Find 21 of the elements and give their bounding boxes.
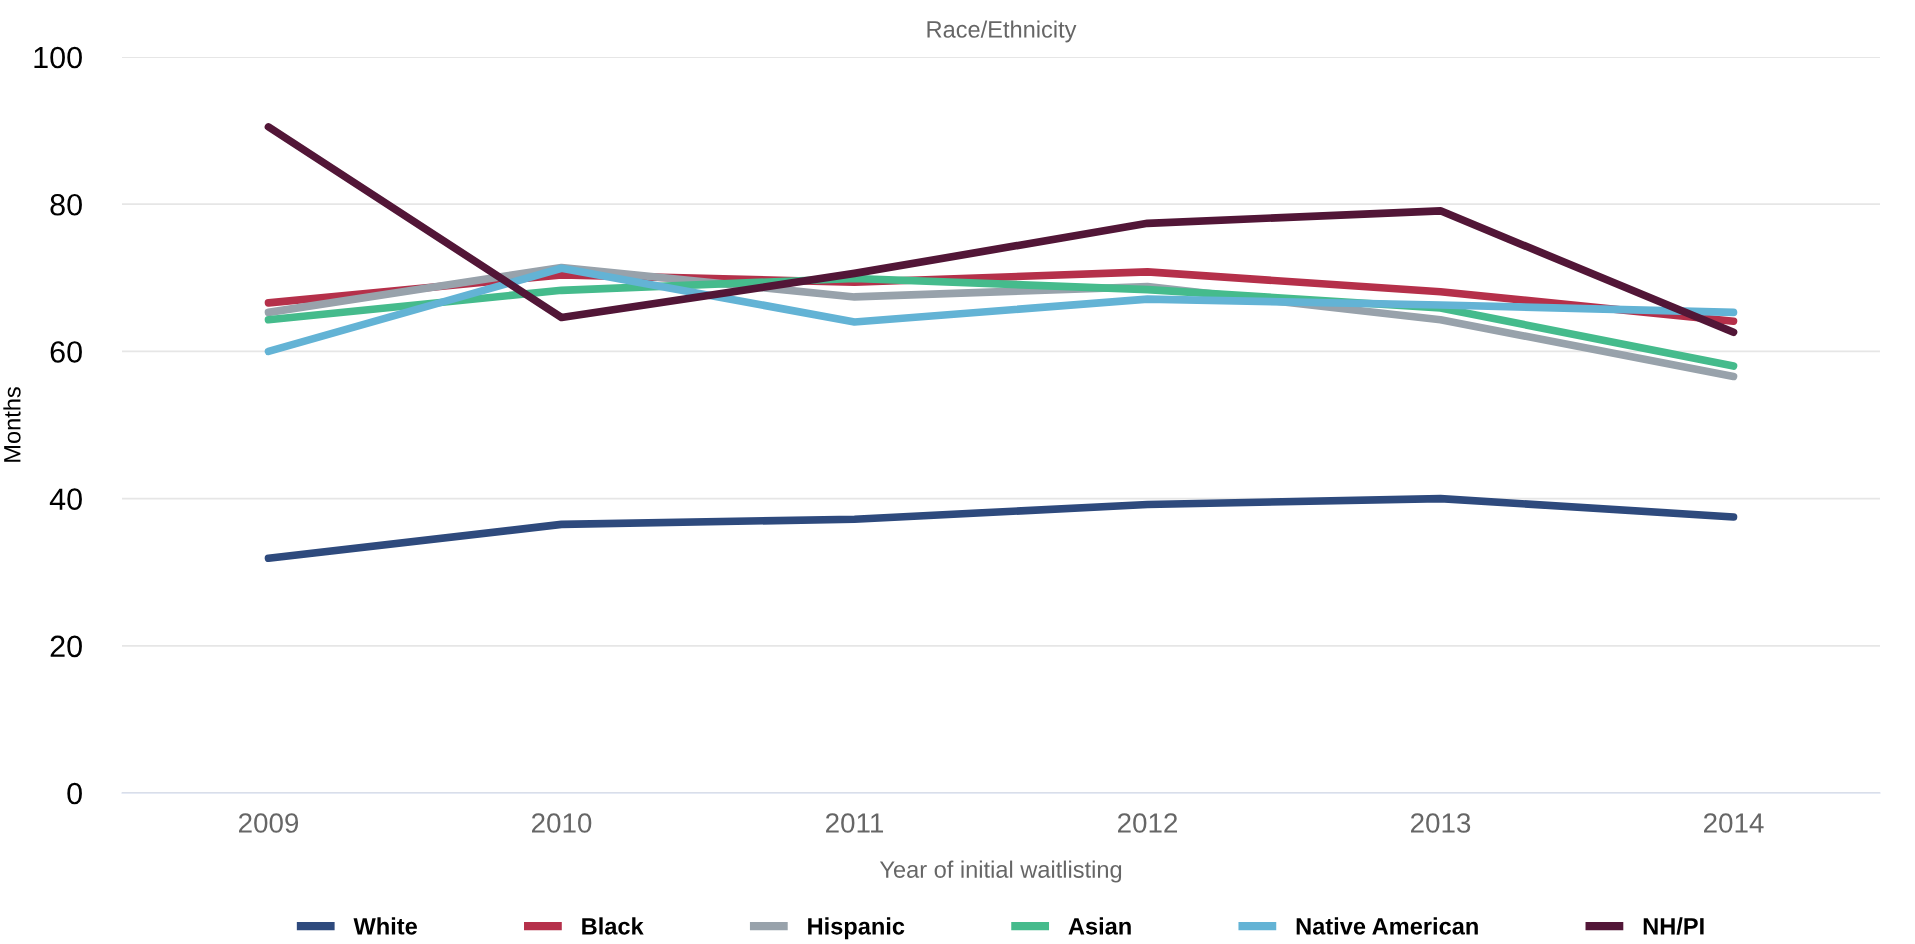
- legend-label: Black: [582, 917, 644, 935]
- y-tick-label: 100: [34, 46, 82, 69]
- x-tick-label: 2010: [532, 813, 592, 833]
- legend-label: NH/PI: [1643, 917, 1704, 935]
- y-axis-title: Months: [3, 387, 21, 462]
- y-tick-label: 0: [67, 782, 82, 805]
- x-tick-label: 2014: [1704, 813, 1764, 833]
- legend-label: Asian: [1068, 917, 1131, 935]
- legend-label: White: [353, 917, 417, 935]
- y-tick-label: 20: [50, 635, 82, 658]
- y-tick-label: 60: [50, 341, 82, 363]
- chart-title: Race/Ethnicity: [927, 20, 1077, 43]
- x-tick-label: 2011: [826, 813, 884, 833]
- x-axis-title: Year of initial waitlisting: [879, 860, 1122, 883]
- x-tick-label: 2013: [1411, 813, 1471, 833]
- y-tick-label: 80: [50, 193, 82, 216]
- x-tick-label: 2012: [1118, 813, 1178, 833]
- y-tick-label: 40: [49, 488, 82, 510]
- legend-label: Native American: [1296, 917, 1478, 935]
- x-tick-label: 2009: [239, 813, 299, 833]
- legend-label: Hispanic: [808, 917, 905, 940]
